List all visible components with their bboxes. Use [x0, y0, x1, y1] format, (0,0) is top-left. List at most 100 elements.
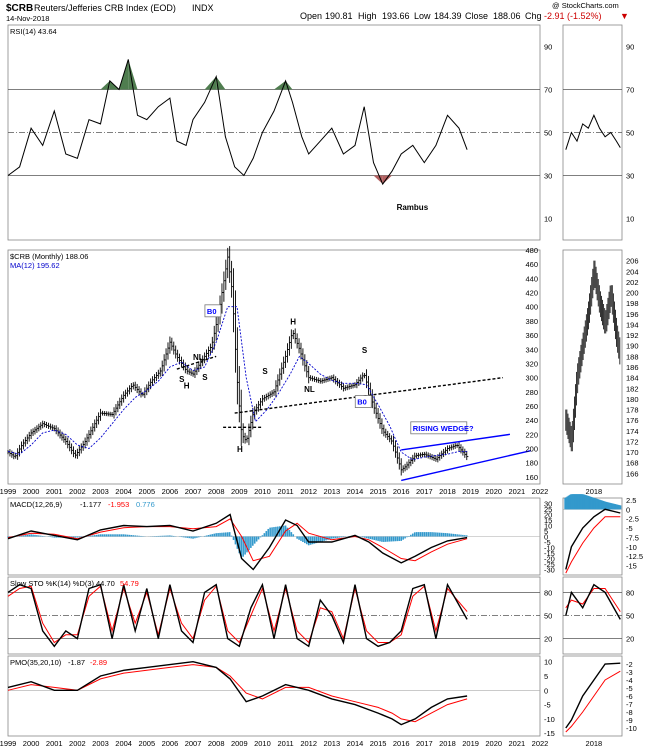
macd-histogram-bar [226, 532, 229, 537]
close-label: Close [465, 11, 488, 21]
x-tick-label: 1999 [0, 487, 16, 496]
high-value: 193.66 [382, 11, 410, 21]
macd-histogram-bar [437, 532, 439, 537]
y-tick-label: 10 [544, 522, 552, 531]
y-tick-label: -8 [626, 708, 633, 717]
macd-histogram-bar [448, 533, 451, 537]
panel-frame [7, 249, 541, 485]
pmo-legend-pmo: -1.87 [68, 658, 85, 667]
y-tick-label: 25 [544, 505, 552, 514]
macd-histogram-bar [329, 536, 331, 540]
y-tick-label: 80 [626, 588, 634, 597]
macd-histogram-bar [28, 534, 31, 537]
y-tick-label: 190 [626, 342, 639, 351]
macd-histogram-bar [109, 534, 111, 537]
macd-histogram-bar [88, 535, 90, 537]
macd-histogram-bar [122, 534, 125, 537]
macd-histogram-bar [78, 536, 81, 538]
macd-histogram-bar [157, 535, 160, 537]
x-tick-label: 2008 [208, 739, 225, 748]
pattern-annotation: S [202, 373, 208, 382]
macd-histogram-bar [38, 535, 40, 537]
pmo-signal-line [565, 670, 621, 733]
open-value: 190.81 [325, 11, 353, 21]
macd-histogram-bar [334, 536, 337, 539]
y-tick-label: 0 [544, 533, 548, 542]
copyright: @ StockCharts.com [552, 1, 619, 10]
macd-histogram-bar [431, 532, 433, 537]
y-tick-label: 202 [626, 278, 639, 287]
macd-histogram-bar [421, 532, 424, 537]
macd-histogram-bar [190, 536, 192, 539]
macd-histogram-bar [261, 535, 264, 537]
y-tick-label: 184 [626, 374, 639, 383]
x-tick-label: 2000 [23, 487, 40, 496]
y-tick-label: 172 [626, 437, 639, 446]
chart-symbol: $CRB [6, 3, 33, 14]
y-tick-label: 30 [626, 172, 634, 181]
y-tick-label: 192 [626, 331, 639, 340]
y-tick-label: 166 [626, 469, 639, 478]
macd-histogram-bar [120, 534, 123, 537]
y-tick-label: 5 [544, 527, 548, 536]
x-tick-label: 2020 [485, 487, 502, 496]
y-tick-label: -9 [626, 716, 633, 725]
y-tick-label: 178 [626, 406, 639, 415]
macd-histogram-bar [184, 536, 187, 538]
macd-histogram-bar [93, 535, 96, 537]
x-tick-label: 2001 [46, 739, 63, 748]
y-tick-label: 340 [525, 345, 538, 354]
y-tick-label: -3 [626, 668, 633, 677]
y-tick-label: 182 [626, 384, 639, 393]
x-tick-label: 2009 [231, 739, 248, 748]
y-tick-label: 174 [626, 427, 639, 436]
y-tick-label: 186 [626, 363, 639, 372]
macd-histogram-bar [292, 534, 295, 537]
macd-histogram-bar [172, 535, 175, 537]
macd-legend-hist: 0.776 [136, 500, 155, 509]
macd-histogram-bar [49, 536, 52, 538]
pmo-signal-line [7, 664, 468, 723]
x-tick-label: 2006 [162, 739, 179, 748]
macd-histogram-bar [442, 532, 445, 537]
x-axis-bottom: 1999 2000 2001 2002 2003 2004 2005 2006 2007 2008… [0, 739, 602, 748]
macd-histogram-bar [460, 534, 462, 537]
pmo-line [565, 662, 621, 729]
x-tick-label: 2022 [532, 739, 549, 748]
macd-histogram-bar [269, 527, 271, 537]
rsi-overbought-fill [216, 76, 226, 90]
macd-legend-signal: -1.953 [108, 500, 129, 509]
macd-histogram-bar [205, 535, 208, 537]
y-tick-label: 400 [525, 303, 538, 312]
rsi-oversold-fill [382, 175, 392, 185]
chg-label: Chg [525, 11, 542, 21]
macd-histogram-bar [163, 535, 165, 537]
x-tick-label: 2012 [300, 487, 317, 496]
macd-histogram-bar [165, 535, 167, 537]
macd-histogram-bar [406, 536, 408, 538]
pattern-annotation: B0 [357, 398, 367, 407]
annotation-box [204, 304, 222, 318]
y-tick-label: 15 [544, 516, 552, 525]
macd-histogram-bar [319, 536, 322, 542]
chart-date: 14-Nov-2018 [6, 14, 49, 23]
macd-histogram-bar [300, 536, 302, 541]
pmo-right-panel: -2-3-4-5-6-7-8-9-10 [562, 655, 637, 737]
macd-histogram-bar [458, 534, 460, 537]
macd-histogram-bar [255, 536, 258, 542]
macd-histogram-bar [128, 534, 131, 537]
macd-histogram-bar [246, 536, 248, 553]
x-tick-label: 2003 [92, 487, 109, 496]
macd-histogram-bar [450, 533, 453, 537]
y-tick-label: 380 [525, 317, 538, 326]
macd-histogram-bar [41, 535, 44, 537]
macd-histogram-bar [223, 532, 225, 537]
y-tick-label: 220 [525, 430, 538, 439]
macd-histogram-bar [444, 533, 447, 537]
macd-histogram-bar [188, 536, 190, 539]
macd-histogram-bar [161, 535, 164, 537]
stochastics-right-panel: 20 50 80 [562, 576, 634, 655]
macd-histogram-bar [207, 535, 210, 537]
y-tick-label: 206 [626, 257, 639, 266]
